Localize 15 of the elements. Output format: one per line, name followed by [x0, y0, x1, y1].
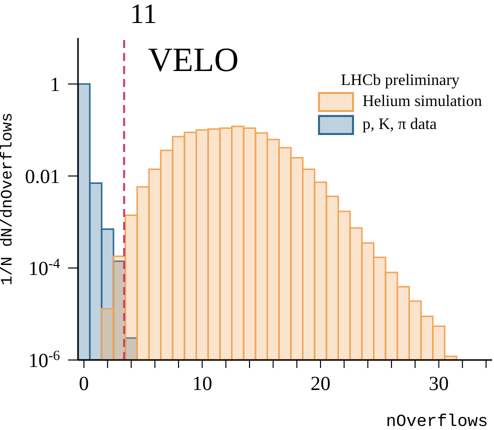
annotation: VELO	[148, 42, 239, 80]
x-tick-label: 20	[310, 373, 330, 395]
legend-title: LHCb preliminary	[340, 72, 461, 90]
legend-label: Helium simulation	[362, 93, 482, 111]
x-tick-label: 10	[192, 373, 212, 395]
y-tick-label: 1	[50, 74, 60, 96]
x-axis-title: nOverflows	[386, 413, 488, 430]
chart-title: 11	[130, 0, 157, 30]
legend-label: p, K, π data	[362, 116, 437, 134]
y-tick-label: 10$^{-4}$	[28, 256, 60, 280]
y-axis-title: 1/N dN/dnOverflows	[0, 112, 17, 286]
x-tick-label: 0	[78, 373, 89, 395]
y-tick-label: 10$^{-6}$	[28, 348, 60, 372]
y-tick-label: 0.01	[25, 166, 60, 188]
x-tick-label: 30	[428, 373, 449, 395]
